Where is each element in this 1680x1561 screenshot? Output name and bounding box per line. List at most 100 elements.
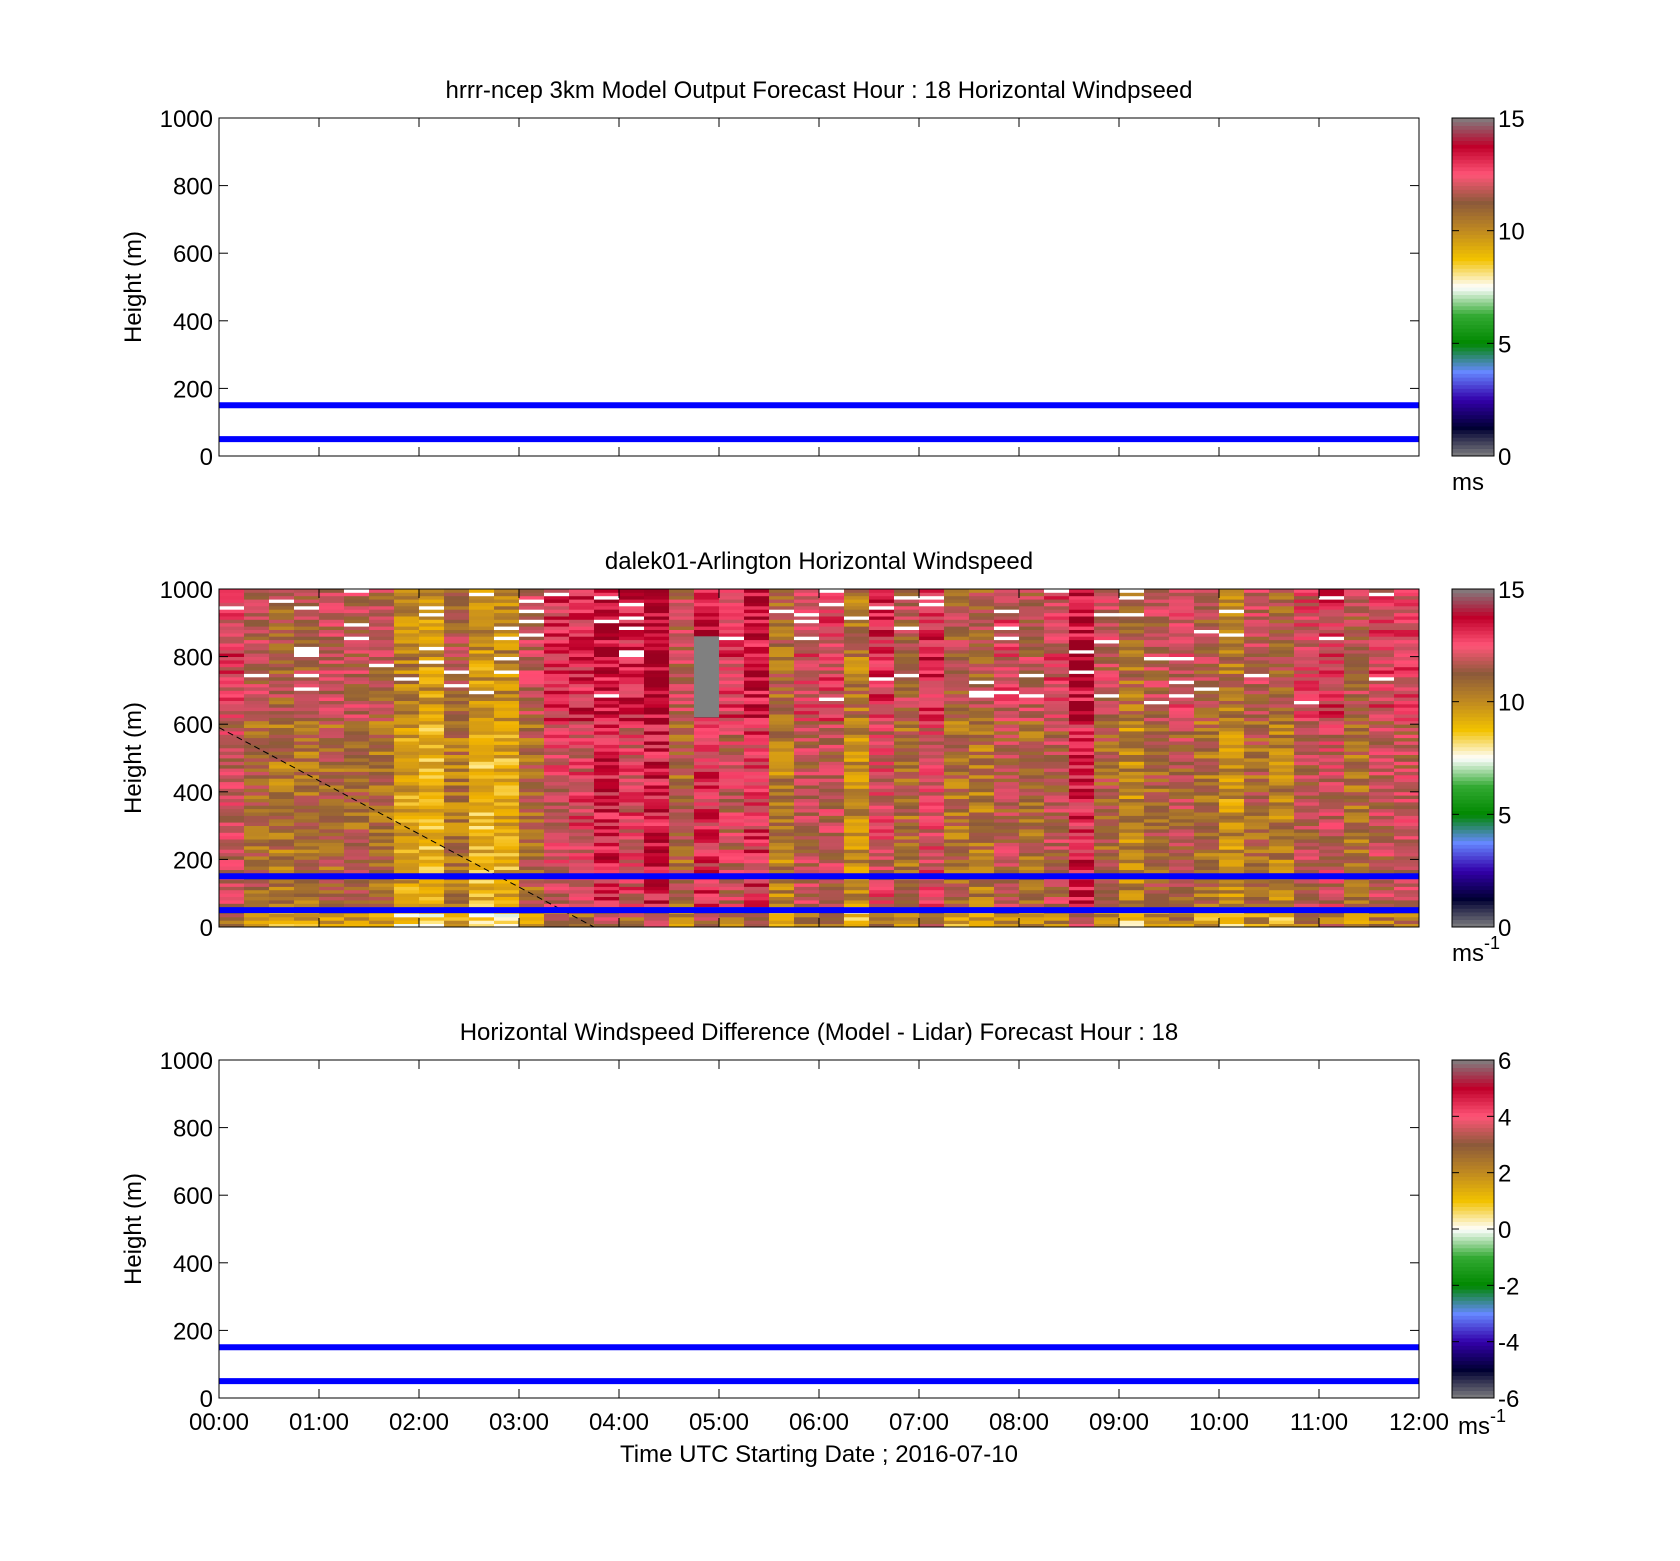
- heatmap-cell: [219, 605, 245, 610]
- heatmap-cell: [469, 636, 495, 641]
- heatmap-cell: [619, 883, 645, 887]
- heatmap-cell: [619, 798, 645, 803]
- heatmap-cell: [219, 632, 245, 637]
- heatmap-cell: [1144, 629, 1170, 634]
- heatmap-cell: [744, 781, 770, 786]
- heatmap-cell: [444, 693, 470, 698]
- heatmap-cell: [444, 778, 470, 783]
- heatmap-cell: [444, 886, 470, 891]
- heatmap-cell: [469, 818, 495, 823]
- heatmap-cell: [444, 663, 470, 668]
- heatmap-cell: [1044, 774, 1070, 779]
- heatmap-cell: [419, 883, 445, 887]
- heatmap-cell: [394, 676, 420, 681]
- heatmap-cell: [1394, 893, 1420, 897]
- heatmap-cell: [319, 676, 345, 681]
- heatmap-cell: [344, 801, 370, 806]
- heatmap-cell: [1319, 886, 1345, 891]
- heatmap-cell: [1069, 673, 1095, 678]
- heatmap-cell: [619, 744, 645, 749]
- heatmap-cell: [569, 845, 595, 850]
- heatmap-cell: [819, 869, 845, 874]
- colorbar-band: [1452, 249, 1494, 254]
- heatmap-cell: [844, 626, 870, 630]
- heatmap-cell: [1194, 609, 1220, 614]
- heatmap-cell: [1294, 747, 1320, 752]
- heatmap-cell: [1194, 771, 1220, 776]
- heatmap-cell: [669, 643, 695, 647]
- heatmap-cell: [744, 839, 770, 843]
- heatmap-cell: [219, 639, 245, 644]
- heatmap-cell: [419, 636, 445, 641]
- heatmap-cell: [1194, 744, 1220, 749]
- heatmap-cell: [1044, 720, 1070, 725]
- colorbar-band: [1452, 181, 1494, 187]
- heatmap-cell: [919, 866, 945, 870]
- heatmap-cell: [1019, 646, 1045, 651]
- heatmap-cell: [1394, 673, 1420, 678]
- heatmap-cell: [994, 893, 1020, 897]
- heatmap-cell: [569, 862, 595, 867]
- heatmap-cell: [344, 889, 370, 894]
- heatmap-cell: [369, 893, 395, 897]
- heatmap-cell: [594, 632, 620, 637]
- heatmap-cell: [1019, 680, 1045, 685]
- heatmap-cell: [369, 818, 395, 823]
- heatmap-cell: [744, 832, 770, 837]
- heatmap-cell: [644, 693, 670, 698]
- heatmap-cell: [869, 788, 895, 793]
- heatmap-cell: [1019, 643, 1045, 647]
- heatmap-cell: [719, 609, 745, 614]
- heatmap-cell: [444, 812, 470, 816]
- heatmap-cell: [1319, 639, 1345, 644]
- heatmap-cell: [719, 643, 745, 647]
- heatmap-cell: [919, 764, 945, 769]
- heatmap-cell: [544, 693, 570, 698]
- heatmap-cell: [1169, 866, 1195, 870]
- heatmap-cell: [1044, 812, 1070, 816]
- heatmap-cell: [819, 741, 845, 745]
- heatmap-cell: [1094, 643, 1120, 647]
- heatmap-cell: [969, 832, 995, 837]
- heatmap-cell: [319, 916, 345, 921]
- heatmap-cell: [694, 856, 720, 860]
- heatmap-cell: [794, 866, 820, 870]
- heatmap-cell: [519, 707, 545, 712]
- heatmap-cell: [869, 896, 895, 901]
- heatmap-cell: [1144, 856, 1170, 860]
- heatmap-cell: [469, 676, 495, 681]
- heatmap-cell: [1119, 670, 1145, 674]
- heatmap-cell: [969, 595, 995, 600]
- heatmap-cell: [1244, 818, 1270, 823]
- heatmap-cell: [644, 656, 670, 661]
- heatmap-cell: [319, 741, 345, 745]
- heatmap-cell: [944, 835, 970, 840]
- heatmap-cell: [1144, 646, 1170, 651]
- heatmap-cell: [1269, 690, 1295, 695]
- heatmap-cell: [894, 856, 920, 860]
- heatmap-cell: [894, 839, 920, 843]
- colorbar-band: [1452, 125, 1494, 130]
- heatmap-cell: [1344, 859, 1370, 864]
- heatmap-cell: [369, 842, 395, 847]
- heatmap-cell: [294, 758, 320, 762]
- heatmap-cell: [219, 798, 245, 803]
- heatmap-cell: [844, 639, 870, 644]
- heatmap-cell: [944, 673, 970, 678]
- heatmap-cell: [769, 825, 795, 830]
- heatmap-cell: [269, 683, 295, 688]
- heatmap-cell: [994, 683, 1020, 688]
- heatmap-cell: [319, 879, 345, 884]
- heatmap-cell: [1069, 774, 1095, 779]
- heatmap-cell: [544, 700, 570, 705]
- heatmap-cell: [219, 747, 245, 752]
- heatmap-cell: [794, 710, 820, 715]
- heatmap-cell: [819, 825, 845, 830]
- heatmap-cell: [969, 903, 995, 908]
- heatmap-cell: [769, 839, 795, 843]
- heatmap-cell: [469, 916, 495, 921]
- heatmap-cell: [244, 619, 270, 624]
- heatmap-cell: [494, 649, 520, 654]
- heatmap-cell: [269, 744, 295, 749]
- heatmap-cell: [1219, 660, 1245, 664]
